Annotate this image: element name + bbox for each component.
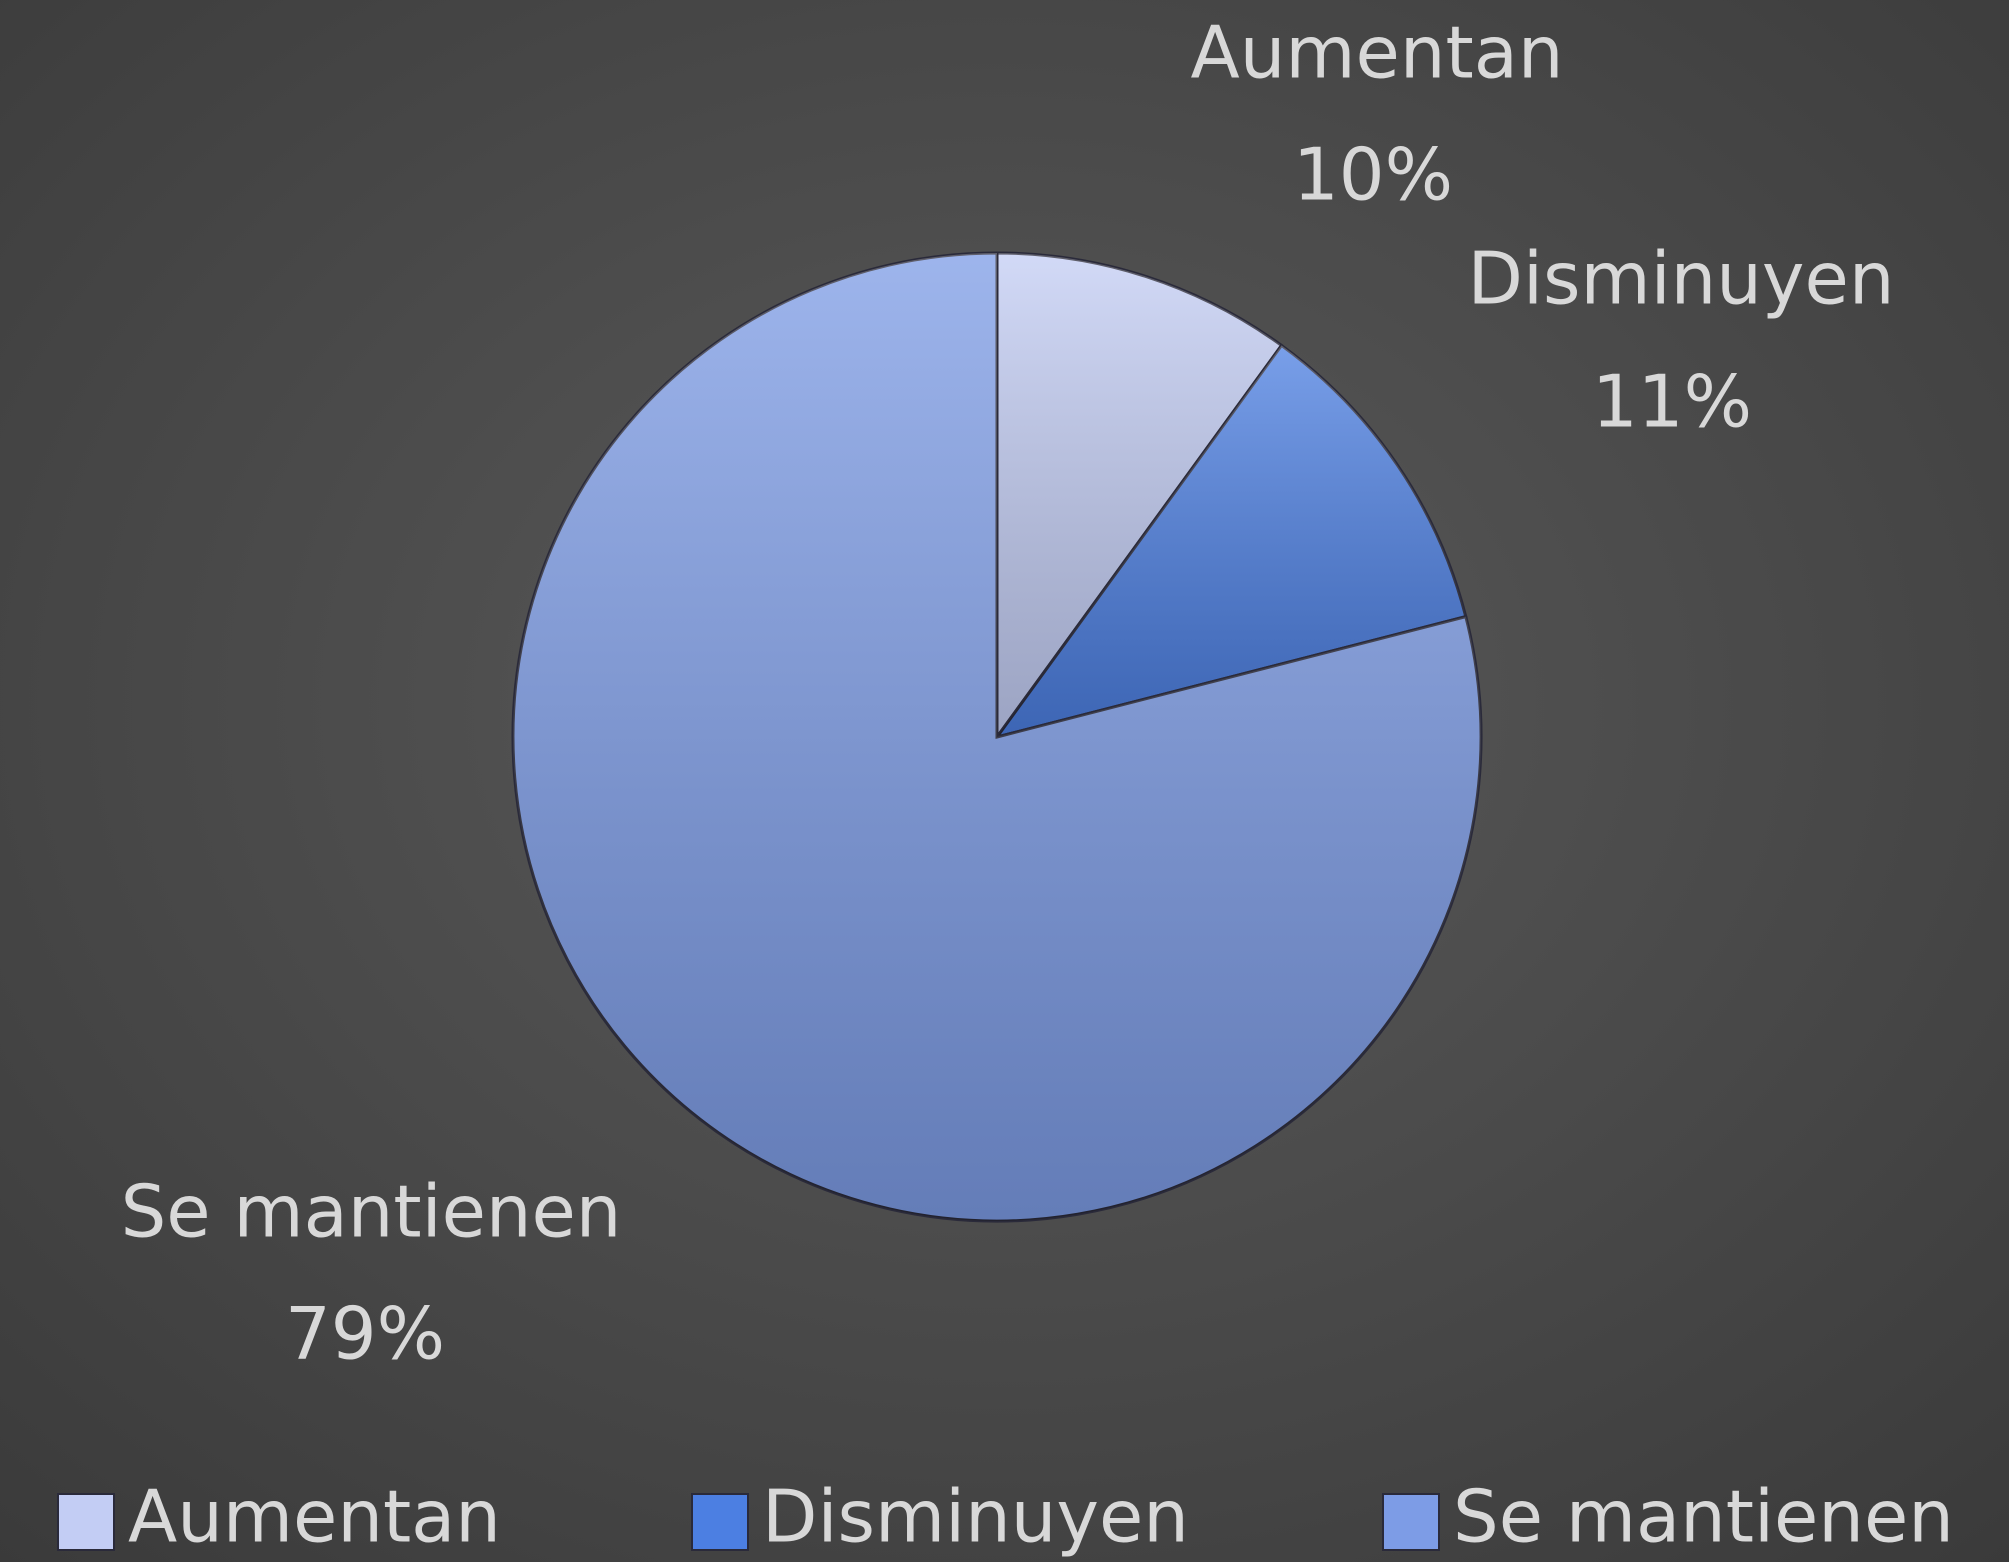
legend-swatch (691, 1493, 749, 1551)
data-label-name: Aumentan (1191, 11, 1564, 95)
data-label-name: Disminuyen (1468, 237, 1895, 321)
legend-swatch (1382, 1493, 1440, 1551)
legend-swatch (57, 1493, 115, 1551)
data-label-name: Se mantienen (121, 1170, 622, 1254)
data-label-value: 10% (1293, 133, 1453, 217)
data-labels: Aumentan 10%Disminuyen 11% Se mantienen 79% (121, 11, 1895, 1376)
legend-label: Aumentan (128, 1475, 501, 1559)
legend: Aumentan Disminuyen Se mantienen (57, 1475, 1954, 1559)
legend-label: Disminuyen (762, 1475, 1189, 1559)
legend-label: Se mantienen (1453, 1475, 1954, 1559)
pie (511, 251, 1483, 1223)
data-label-value: 11% (1592, 360, 1752, 444)
data-label-value: 79% (285, 1292, 445, 1376)
